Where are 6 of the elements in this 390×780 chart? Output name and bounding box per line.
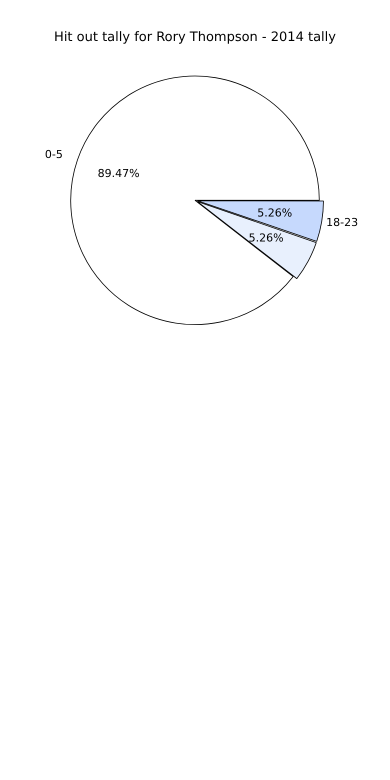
slice-label: 0-5 — [44, 148, 63, 161]
data-label: 5.26% — [257, 206, 292, 220]
chart-title: Hit out tally for Rory Thompson - 2014 tally — [54, 30, 336, 46]
slice-label: 18-23 — [326, 216, 358, 230]
data-label: 5.26% — [248, 232, 284, 245]
data-label: 89.47% — [98, 166, 140, 180]
